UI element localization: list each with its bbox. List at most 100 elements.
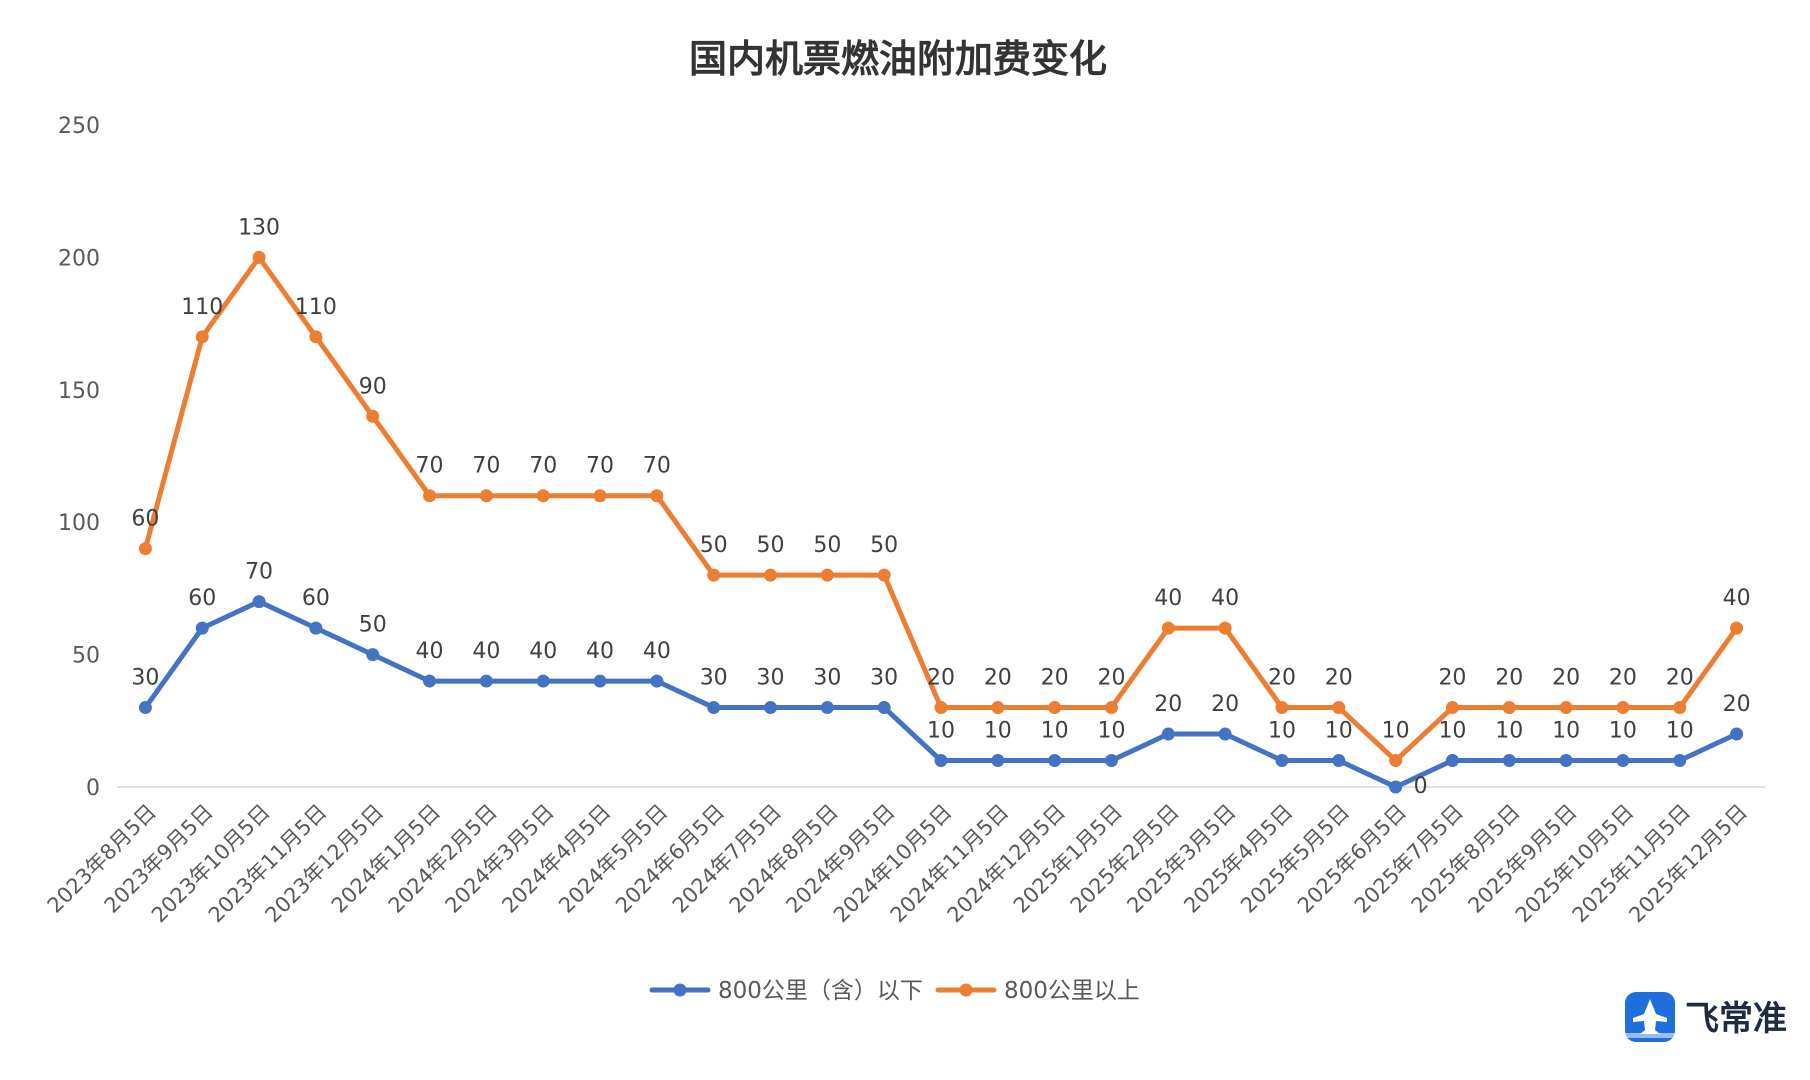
data-label: 10 (1325, 719, 1353, 744)
data-label: 50 (757, 533, 785, 558)
data-label: 20 (1211, 692, 1239, 717)
data-label: 40 (1723, 586, 1751, 611)
data-label: 40 (586, 639, 614, 664)
data-point (479, 674, 493, 688)
data-label: 40 (529, 639, 557, 664)
data-point (877, 568, 891, 582)
data-point (1332, 754, 1346, 768)
data-label: 30 (870, 666, 898, 691)
data-label: 90 (359, 374, 387, 399)
data-label: 40 (416, 639, 444, 664)
data-point (366, 409, 380, 423)
data-point (309, 621, 323, 635)
data-label: 50 (700, 533, 728, 558)
data-point (195, 621, 209, 635)
data-label: 30 (813, 666, 841, 691)
data-point (1048, 701, 1062, 715)
data-point (1332, 701, 1346, 715)
data-label: 10 (927, 719, 955, 744)
y-tick-label: 250 (58, 114, 100, 139)
data-point (1104, 754, 1118, 768)
data-label: 40 (1211, 586, 1239, 611)
data-point (195, 330, 209, 344)
legend-item-2: 800公里以上 (935, 978, 1140, 1004)
data-point (1218, 727, 1232, 741)
x-axis: 2023年8月5日2023年9月5日2023年10月5日2023年11月5日20… (43, 786, 1765, 927)
data-label: 110 (295, 295, 337, 320)
data-point (707, 701, 721, 715)
data-point (138, 542, 152, 556)
data-point (1559, 701, 1573, 715)
data-label: 50 (870, 533, 898, 558)
data-point (423, 674, 437, 688)
data-point (764, 701, 778, 715)
data-label: 20 (1495, 666, 1523, 691)
data-point (991, 701, 1005, 715)
data-point (650, 489, 664, 503)
series-2: 60 110 130 110 90 70 70 70 70 70 50 50 50 50 20 20 20 20 4… (131, 215, 1751, 768)
data-point (252, 250, 266, 264)
legend: 800公里（含）以下 800公里以上 (649, 978, 1140, 1004)
data-point (1161, 727, 1175, 741)
data-point (1275, 754, 1289, 768)
y-tick-label: 100 (58, 511, 100, 536)
data-point (423, 489, 437, 503)
data-label: 20 (984, 666, 1012, 691)
data-label: 20 (1438, 666, 1466, 691)
data-label: 10 (1041, 719, 1069, 744)
data-point (707, 568, 721, 582)
data-label: 10 (1666, 719, 1694, 744)
data-label: 20 (1041, 666, 1069, 691)
data-label: 30 (131, 666, 159, 691)
legend-swatch-marker (673, 983, 687, 997)
data-point (309, 330, 323, 344)
data-point (877, 701, 891, 715)
data-label: 70 (529, 454, 557, 479)
data-point (934, 701, 948, 715)
data-point (934, 754, 948, 768)
data-label: 50 (359, 613, 387, 638)
data-label: 10 (1495, 719, 1523, 744)
data-label: 10 (1268, 719, 1296, 744)
data-label: 30 (700, 666, 728, 691)
data-point (1048, 754, 1062, 768)
data-label: 10 (1552, 719, 1580, 744)
data-point (1616, 754, 1630, 768)
data-label: 40 (472, 639, 500, 664)
data-point (1389, 754, 1403, 768)
data-label: 30 (757, 666, 785, 691)
data-point (252, 595, 266, 609)
data-label: 10 (1382, 719, 1410, 744)
data-label: 70 (586, 454, 614, 479)
data-label: 50 (813, 533, 841, 558)
data-point (1502, 754, 1516, 768)
data-label: 40 (1154, 586, 1182, 611)
data-point (991, 754, 1005, 768)
data-label: 20 (927, 666, 955, 691)
data-label: 10 (984, 719, 1012, 744)
data-point (764, 568, 778, 582)
data-label: 10 (1438, 719, 1466, 744)
data-label: 60 (302, 586, 330, 611)
data-label: 70 (643, 454, 671, 479)
data-point (1673, 701, 1687, 715)
data-label: 20 (1552, 666, 1580, 691)
legend-label: 800公里以上 (1004, 978, 1140, 1004)
data-point (593, 489, 607, 503)
data-point (1218, 621, 1232, 635)
data-label: 70 (416, 454, 444, 479)
data-label: 60 (188, 586, 216, 611)
data-label: 10 (1609, 719, 1637, 744)
y-tick-label: 50 (72, 644, 100, 669)
data-label: 20 (1666, 666, 1694, 691)
data-point (366, 648, 380, 662)
y-axis: 0 50 100 150 200 250 (58, 114, 100, 801)
data-point (479, 489, 493, 503)
data-point (138, 701, 152, 715)
data-label: 70 (472, 454, 500, 479)
legend-item-1: 800公里（含）以下 (649, 978, 923, 1004)
data-point (536, 489, 550, 503)
data-point (1161, 621, 1175, 635)
data-point (1559, 754, 1573, 768)
